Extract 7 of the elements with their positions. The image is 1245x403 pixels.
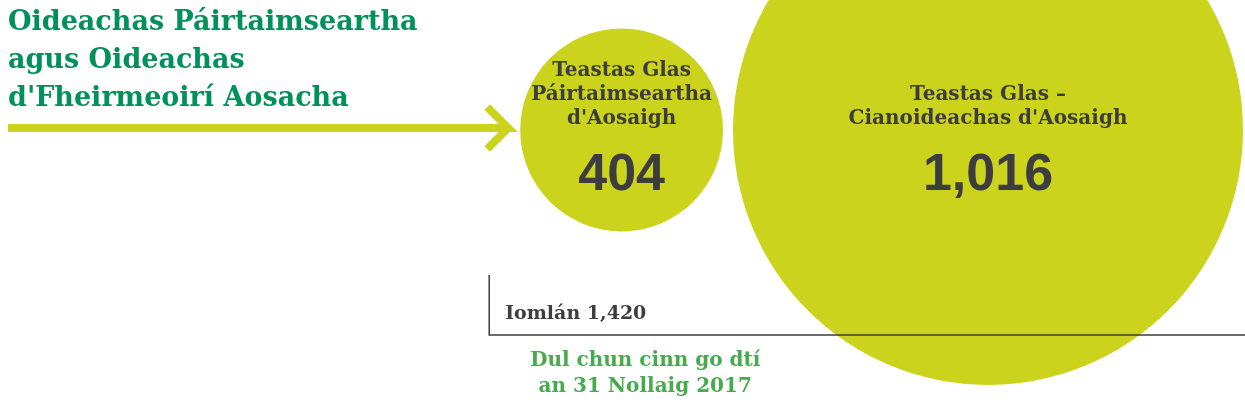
data-label: 1,016	[922, 143, 1054, 201]
text: Dul chun cinn go dtí an 31 Nollaig 2017	[530, 347, 761, 397]
text: Oideachas Páirtaimseartha agus Oideachas d'Fheirmeoirí Aosacha	[8, 5, 418, 112]
category-label: Teastas Glas – Cianoideachas d'Aosaigh	[848, 81, 1128, 129]
category-label: Teastas Glas Páirtaimseartha d'Aosaigh	[531, 57, 713, 129]
text: Iomlán 1,420	[505, 301, 647, 323]
data-label: 404	[578, 143, 666, 201]
